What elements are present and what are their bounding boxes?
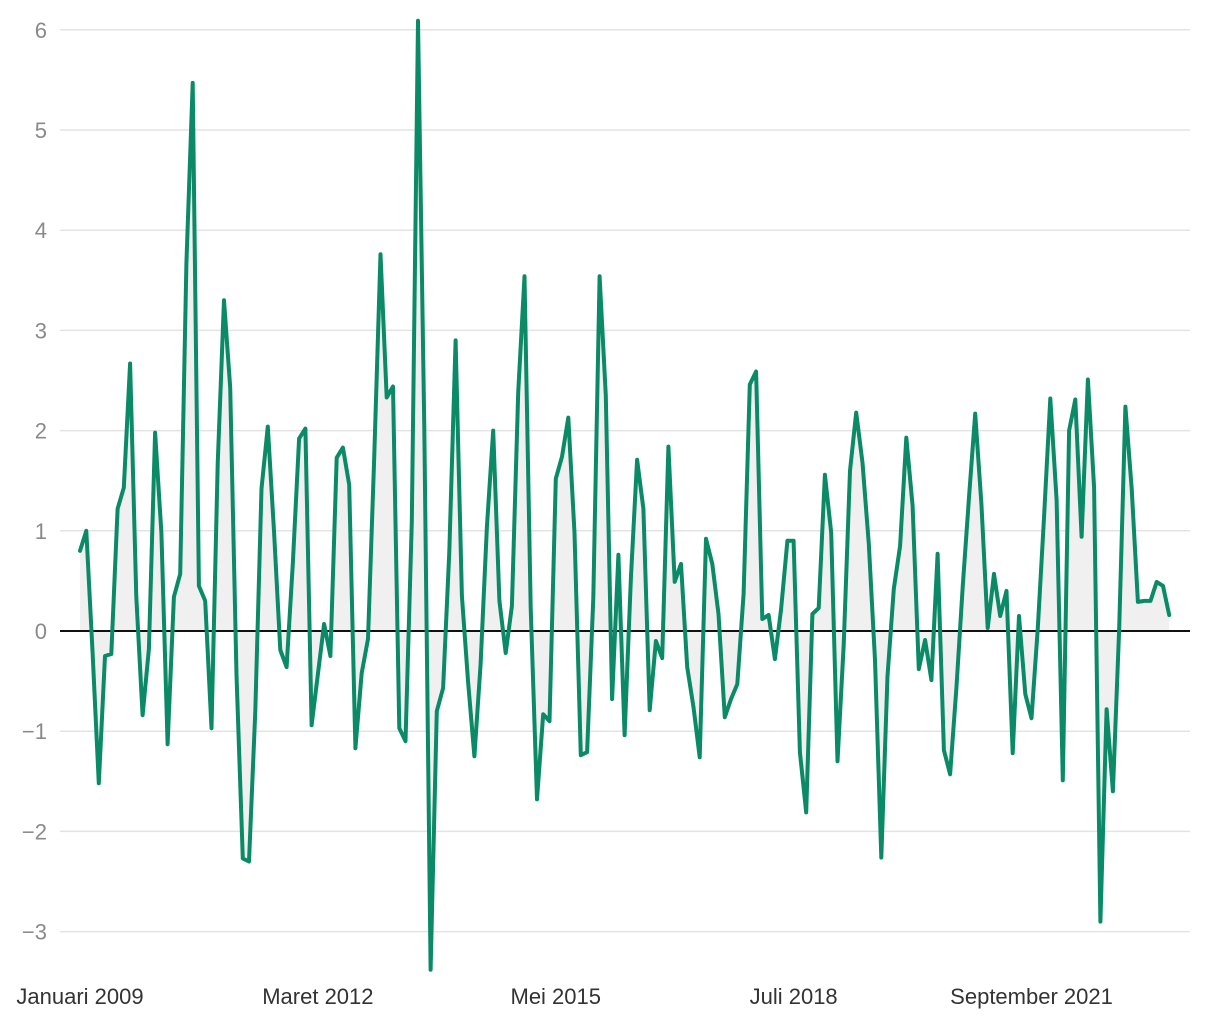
- x-tick-label: Januari 2009: [16, 984, 143, 1009]
- y-tick-label: 3: [35, 318, 47, 343]
- y-tick-label: 6: [35, 18, 47, 43]
- y-tick-label: −2: [22, 819, 47, 844]
- series-line: [78, 18, 1172, 972]
- y-tick-label: 4: [35, 218, 47, 243]
- x-axis-tick-labels: Januari 2009 Maret 2012 Mei 2015 Juli 2018 S…: [16, 984, 1112, 1009]
- series-line-layer: [78, 18, 1172, 972]
- y-tick-label: 1: [35, 519, 47, 544]
- x-tick-label: Maret 2012: [262, 984, 373, 1009]
- y-tick-label: 0: [35, 619, 47, 644]
- y-tick-label: 5: [35, 118, 47, 143]
- x-tick-label: Mei 2015: [511, 984, 602, 1009]
- y-tick-label: −3: [22, 920, 47, 945]
- x-tick-label: September 2021: [950, 984, 1113, 1009]
- x-tick-label: Juli 2018: [750, 984, 838, 1009]
- y-tick-label: −1: [22, 719, 47, 744]
- y-tick-label: 2: [35, 419, 47, 444]
- y-axis-tick-labels: 6 5 4 3 2 1 0 −1 −2 −3: [22, 18, 47, 945]
